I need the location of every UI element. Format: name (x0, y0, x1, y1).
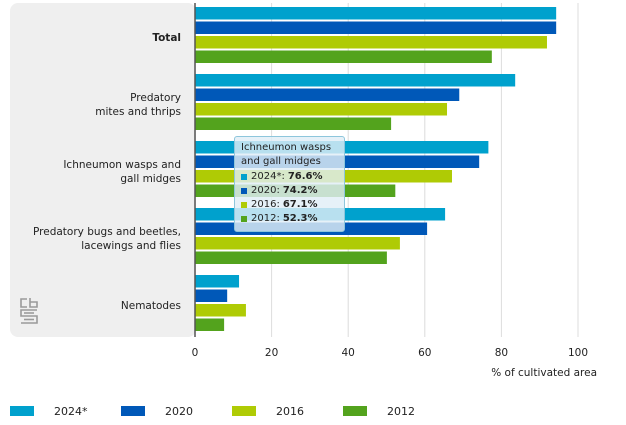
legend-label: 2012 (387, 404, 415, 418)
series-marker-icon (241, 216, 247, 222)
bar-2016-3[interactable] (195, 237, 400, 250)
x-tick-label: 40 (342, 347, 355, 359)
tooltip-row: 2024*: 76.6% (241, 170, 338, 184)
tooltip-value: 52.3% (282, 213, 318, 224)
bar-2020-4[interactable] (195, 289, 228, 303)
category-label: gall midges (120, 173, 181, 185)
tooltip-series-label: 2016: (251, 199, 280, 210)
x-axis-title: % of cultivated area (491, 367, 597, 379)
category-label: Total (152, 32, 181, 44)
tooltip-series-label: 2012: (251, 213, 280, 224)
series-marker-icon (241, 202, 247, 208)
x-tick-label: 20 (265, 347, 278, 359)
tooltip-row: 2020: 74.2% (241, 184, 338, 198)
x-tick-labels: 0 20 40 60 80 100 (192, 347, 588, 359)
category-label: mites and thrips (95, 106, 181, 118)
x-tick-label: 60 (418, 347, 431, 359)
legend-item-2024[interactable]: 2024* (10, 405, 95, 418)
bar-2020-1[interactable] (195, 88, 460, 102)
bar-2012-1[interactable] (195, 117, 392, 131)
category-label: lacewings and flies (81, 240, 181, 252)
tooltip-row: 2012: 52.3% (241, 212, 338, 226)
legend-label: 2024* (54, 404, 88, 418)
legend-label: 2016 (276, 404, 304, 418)
tooltip-series-label: 2020: (251, 185, 280, 196)
tooltip-title: Ichneumon wasps and gall midges (241, 142, 332, 167)
category-label: Ichneumon wasps and (63, 159, 181, 171)
bar-2024-0[interactable] (195, 7, 557, 20)
legend-swatch-icon (232, 406, 256, 416)
legend: 2024* 2020 2016 2012 (10, 402, 454, 420)
category-label: Predatory bugs and beetles, (33, 226, 181, 238)
bar-2012-4[interactable] (195, 318, 225, 332)
tooltip-value: 76.6% (287, 171, 323, 182)
tooltip-series-label: 2024*: (251, 171, 285, 182)
cbs-logo-icon (20, 298, 38, 324)
category-label: Nematodes (121, 300, 181, 312)
x-tick-label: 80 (495, 347, 508, 359)
bar-2016-0[interactable] (195, 36, 547, 49)
bar-2016-4[interactable] (195, 304, 246, 317)
category-label: Predatory (130, 92, 181, 104)
series-marker-icon (241, 174, 247, 180)
legend-swatch-icon (10, 406, 34, 416)
legend-swatch-icon (343, 406, 367, 416)
legend-item-2016[interactable]: 2016 (232, 405, 317, 418)
series-marker-icon (241, 188, 247, 194)
bar-2020-0[interactable] (195, 21, 557, 35)
bar-2016-1[interactable] (195, 103, 448, 116)
tooltip-row: 2016: 67.1% (241, 198, 338, 212)
tooltip-value: 74.2% (282, 185, 318, 196)
category-labels: Total Predatory mites and thrips Ichneumon … (33, 32, 181, 312)
bar-2024-1[interactable] (195, 74, 516, 87)
bar-2012-3[interactable] (195, 251, 387, 265)
label-panel (10, 3, 196, 337)
legend-item-2020[interactable]: 2020 (121, 405, 206, 418)
x-tick-label: 100 (568, 347, 588, 359)
legend-swatch-icon (121, 406, 145, 416)
legend-item-2012[interactable]: 2012 (343, 405, 428, 418)
bar-2012-0[interactable] (195, 50, 492, 64)
bar-2024-4[interactable] (195, 275, 240, 288)
legend-label: 2020 (165, 404, 193, 418)
x-tick-label: 0 (192, 347, 199, 359)
tooltip-value: 67.1% (282, 199, 318, 210)
bar-tooltip: Ichneumon wasps and gall midges 2024*: 76… (234, 136, 345, 232)
